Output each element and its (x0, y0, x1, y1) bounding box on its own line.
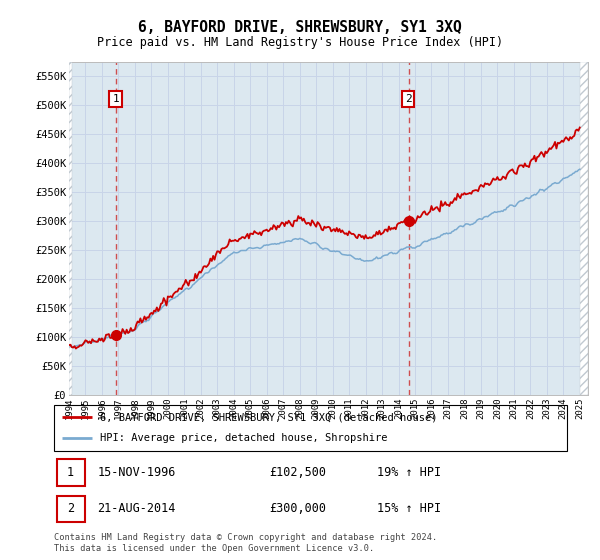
Text: 15-NOV-1996: 15-NOV-1996 (98, 466, 176, 479)
Bar (580, 62, 588, 395)
Text: £300,000: £300,000 (269, 502, 326, 515)
Text: 2: 2 (67, 502, 74, 515)
Text: 21-AUG-2014: 21-AUG-2014 (98, 502, 176, 515)
Text: 1: 1 (67, 466, 74, 479)
Text: 6, BAYFORD DRIVE, SHREWSBURY, SY1 3XQ (detached house): 6, BAYFORD DRIVE, SHREWSBURY, SY1 3XQ (d… (100, 412, 437, 422)
Text: £102,500: £102,500 (269, 466, 326, 479)
Text: 6, BAYFORD DRIVE, SHREWSBURY, SY1 3XQ: 6, BAYFORD DRIVE, SHREWSBURY, SY1 3XQ (138, 20, 462, 35)
Text: Contains HM Land Registry data © Crown copyright and database right 2024.
This d: Contains HM Land Registry data © Crown c… (54, 533, 437, 553)
Text: 1: 1 (112, 94, 119, 104)
Bar (69, 62, 72, 395)
Text: 19% ↑ HPI: 19% ↑ HPI (377, 466, 442, 479)
Bar (56, 459, 85, 486)
Text: 15% ↑ HPI: 15% ↑ HPI (377, 502, 442, 515)
Bar (56, 496, 85, 522)
Text: HPI: Average price, detached house, Shropshire: HPI: Average price, detached house, Shro… (100, 433, 388, 444)
Text: Price paid vs. HM Land Registry's House Price Index (HPI): Price paid vs. HM Land Registry's House … (97, 36, 503, 49)
Text: 2: 2 (405, 94, 412, 104)
